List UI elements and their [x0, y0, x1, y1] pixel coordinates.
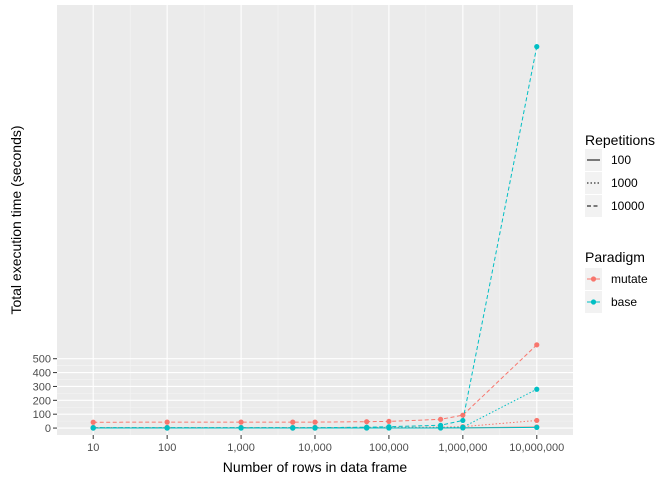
- x-tick-label: 10,000,000: [509, 442, 564, 454]
- data-point-base-10000: [290, 425, 296, 431]
- legend-repetitions-label: 10000: [611, 199, 645, 213]
- data-point-base-10000: [312, 425, 318, 431]
- legend-repetitions-entries: 100 1000 10000: [585, 149, 645, 217]
- series-line-mutate-10000: [93, 344, 538, 423]
- x-tick-label: 100,000: [369, 442, 409, 454]
- data-point-base-10000: [534, 44, 540, 50]
- data-point-mutate-10000: [386, 418, 392, 425]
- x-tick-label: 10,000: [298, 442, 332, 454]
- y-axis-title: Total execution time (seconds): [8, 125, 24, 314]
- data-point-mutate-10000: [460, 412, 466, 418]
- legend-repetitions-title: Repetitions: [585, 132, 655, 148]
- y-tick-label: 300: [33, 381, 51, 393]
- legend-paradigm-label: base: [611, 295, 637, 309]
- data-point-mutate-10000: [290, 419, 296, 425]
- data-point-mutate-10000: [312, 419, 318, 425]
- y-tick-label: 0: [45, 423, 51, 435]
- x-axis: 10 100 1,000 10,000 100,000 1,000,000 10,000,0…: [87, 435, 564, 454]
- data-point-mutate-10000: [238, 419, 244, 425]
- data-point-mutate-10000: [364, 419, 370, 425]
- data-point-base-10000: [238, 425, 244, 431]
- legend-point-mutate: [590, 276, 597, 282]
- legend: Repetitions 100 1000 10000 Paradigm mutate…: [585, 132, 655, 313]
- data-point-base-10000: [90, 425, 96, 431]
- data-point-base-10000: [364, 424, 370, 430]
- data-point-mutate-1000: [534, 417, 540, 424]
- x-tick-label: 100: [158, 442, 176, 454]
- y-tick-label: 200: [33, 395, 51, 407]
- legend-repetitions-label: 1000: [611, 176, 638, 190]
- data-point-base-10000: [386, 424, 392, 430]
- data-point-mutate-10000: [90, 419, 96, 425]
- legend-paradigm-label: mutate: [611, 272, 648, 286]
- data-point-base-100: [534, 424, 540, 430]
- data-point-base-1000: [460, 424, 466, 430]
- data-point-base-10000: [164, 425, 170, 431]
- legend-key-bg: [585, 172, 602, 194]
- y-tick-label: 500: [33, 354, 51, 366]
- legend-paradigm-title: Paradigm: [585, 249, 645, 265]
- legend-point-base: [590, 299, 597, 305]
- legend-paradigm-entries: mutate base: [585, 268, 648, 313]
- series-line-base-10000: [93, 46, 538, 429]
- data-point-mutate-10000: [534, 342, 540, 348]
- data-point-base-10000: [460, 417, 466, 424]
- y-tick-label: 400: [33, 368, 51, 380]
- data-point-mutate-10000: [164, 419, 170, 425]
- x-tick-label: 1,000,000: [438, 442, 487, 454]
- legend-repetitions-label: 100: [611, 153, 631, 167]
- x-tick-label: 1,000: [227, 442, 255, 454]
- x-tick-label: 10: [87, 442, 99, 454]
- series-layer: [90, 44, 540, 431]
- y-tick-label: 100: [33, 409, 51, 421]
- data-point-base-10000: [437, 422, 444, 428]
- data-point-mutate-10000: [437, 416, 444, 422]
- data-point-base-1000: [534, 386, 540, 392]
- x-axis-title: Number of rows in data frame: [223, 459, 408, 475]
